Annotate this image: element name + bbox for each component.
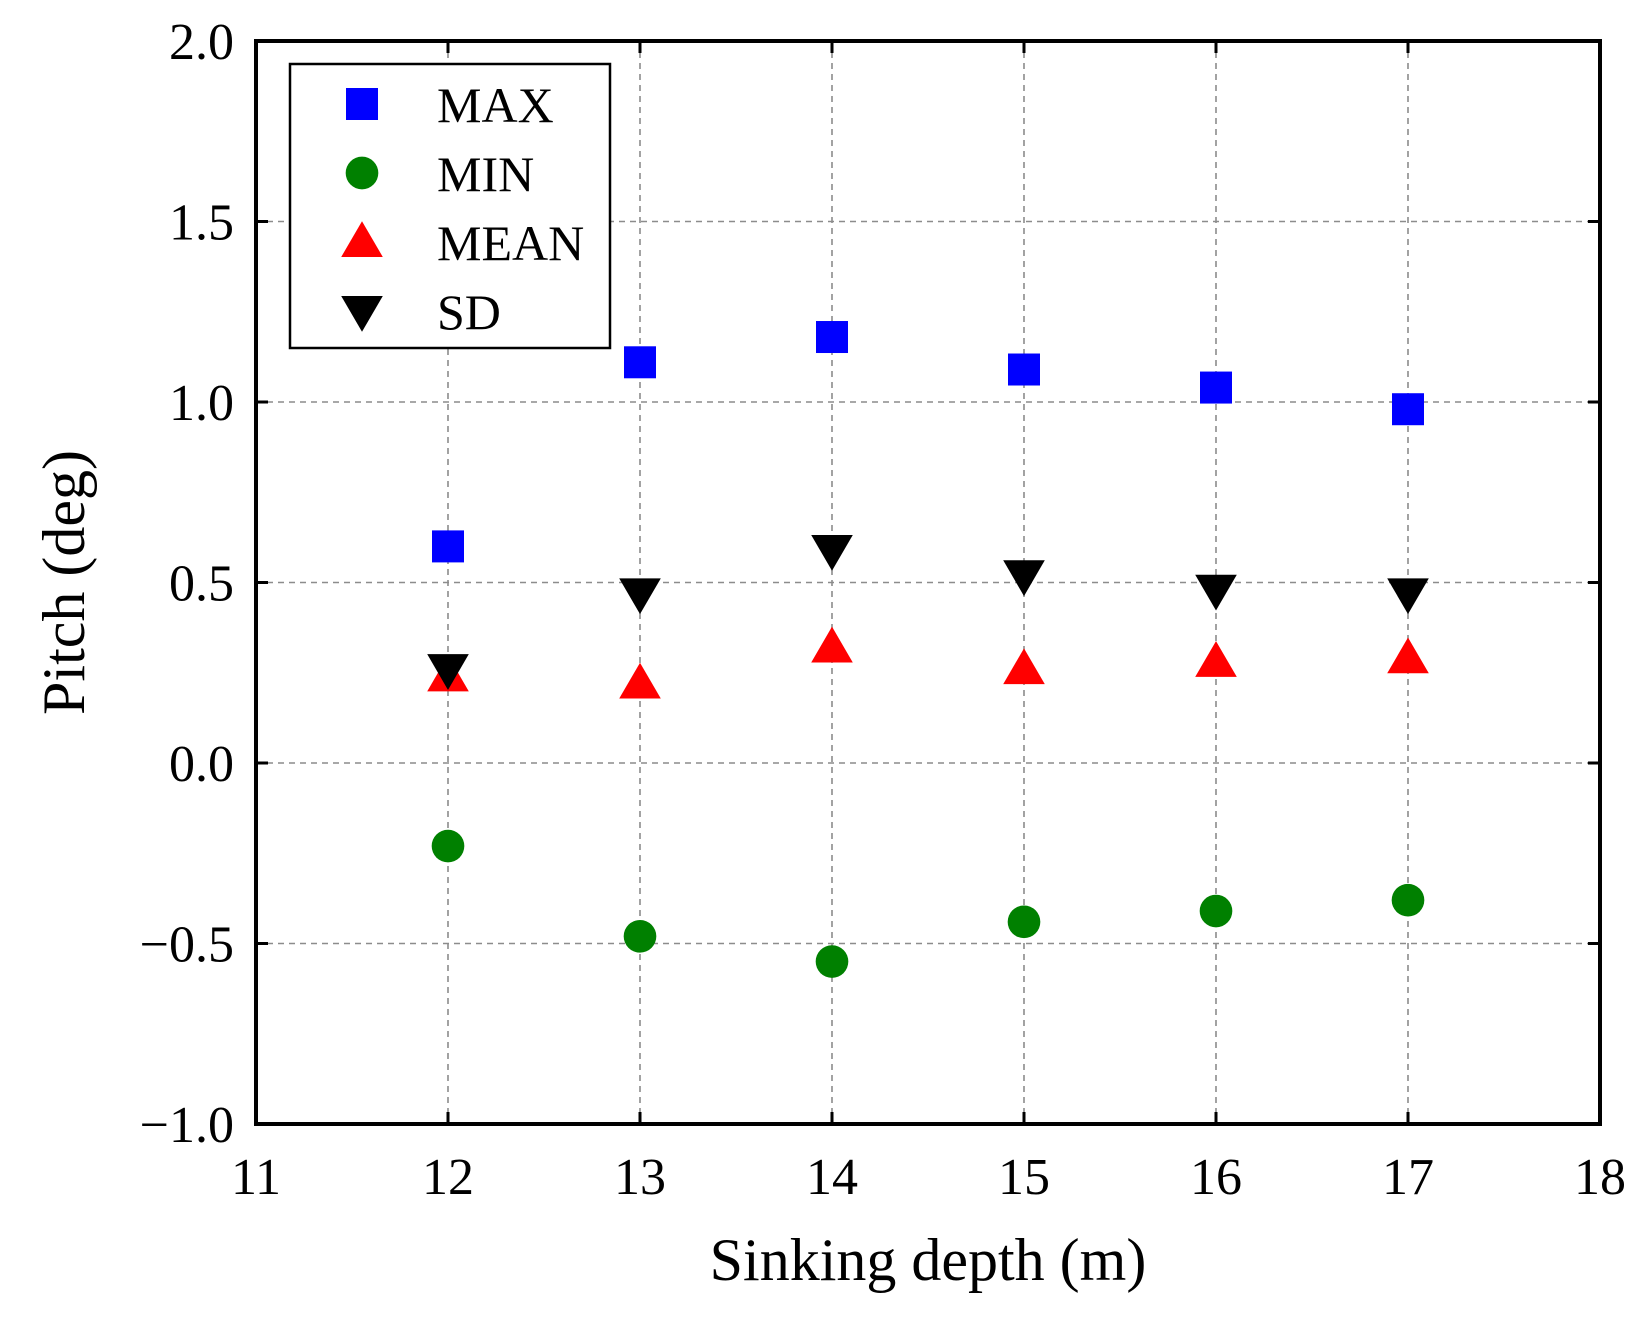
series-max bbox=[432, 321, 1424, 563]
point-sd bbox=[811, 535, 853, 571]
point-max bbox=[1392, 393, 1424, 426]
x-tick-label: 12 bbox=[422, 1149, 474, 1206]
point-max bbox=[1200, 371, 1232, 404]
x-tick-label: 17 bbox=[1382, 1149, 1434, 1206]
legend-box bbox=[288, 62, 612, 350]
legend-marker-sd bbox=[341, 296, 383, 332]
point-sd bbox=[1387, 578, 1429, 615]
point-min bbox=[815, 945, 849, 978]
legend-marker-mean bbox=[341, 221, 383, 257]
point-sd bbox=[1195, 574, 1237, 611]
point-mean bbox=[1003, 648, 1045, 685]
legend: MAX MIN MEAN SD bbox=[288, 62, 612, 350]
point-min bbox=[1199, 894, 1233, 928]
point-mean bbox=[811, 626, 853, 663]
point-mean bbox=[619, 662, 661, 699]
point-max bbox=[432, 530, 464, 563]
point-min bbox=[623, 919, 657, 953]
series-mean bbox=[427, 626, 1429, 699]
series-min bbox=[431, 829, 1425, 978]
legend-item-sd: SD bbox=[341, 284, 501, 340]
series-sd bbox=[427, 535, 1429, 690]
x-axis-title: Sinking depth (m) bbox=[710, 1227, 1147, 1293]
legend-label: MAX bbox=[437, 77, 554, 133]
point-min bbox=[1007, 905, 1041, 939]
x-tick-label: 15 bbox=[998, 1149, 1050, 1206]
y-tick-label: 1.5 bbox=[169, 195, 234, 252]
tick-labels: 11 12 13 14 15 16 17 18 −1.0 −0.5 0.0 0.5 1.0 1.5 2.0 bbox=[140, 14, 1626, 1206]
data-points bbox=[427, 321, 1429, 978]
y-tick-label: 2.0 bbox=[169, 14, 234, 71]
point-max bbox=[624, 346, 656, 379]
legend-label: MEAN bbox=[437, 215, 584, 271]
legend-item-max: MAX bbox=[346, 77, 554, 133]
legend-marker-max bbox=[346, 88, 378, 120]
legend-label: SD bbox=[437, 284, 501, 340]
point-sd bbox=[1003, 560, 1045, 597]
y-tick-label: 1.0 bbox=[169, 375, 234, 432]
point-max bbox=[1008, 353, 1040, 386]
point-mean bbox=[1195, 641, 1237, 677]
plot-frame bbox=[254, 39, 1602, 1126]
x-tick-label: 18 bbox=[1574, 1149, 1626, 1206]
point-sd bbox=[619, 578, 661, 615]
point-min bbox=[431, 829, 465, 863]
point-min bbox=[1391, 883, 1425, 917]
x-tick-label: 16 bbox=[1190, 1149, 1242, 1206]
y-axis-title: Pitch (deg) bbox=[31, 450, 97, 715]
legend-label: MIN bbox=[437, 146, 534, 202]
y-tick-label: 0.0 bbox=[169, 736, 234, 793]
point-max bbox=[816, 321, 848, 354]
legend-item-min: MIN bbox=[345, 146, 534, 202]
x-tick-label: 11 bbox=[231, 1149, 281, 1206]
x-tick-label: 13 bbox=[614, 1149, 666, 1206]
point-mean bbox=[1387, 637, 1429, 674]
y-tick-label: −0.5 bbox=[140, 917, 234, 974]
legend-marker-min bbox=[345, 156, 379, 190]
x-tick-label: 14 bbox=[806, 1149, 858, 1206]
y-tick-label: −1.0 bbox=[140, 1097, 234, 1154]
y-tick-label: 0.5 bbox=[169, 556, 234, 613]
legend-item-mean: MEAN bbox=[341, 215, 584, 271]
point-sd bbox=[427, 654, 469, 690]
